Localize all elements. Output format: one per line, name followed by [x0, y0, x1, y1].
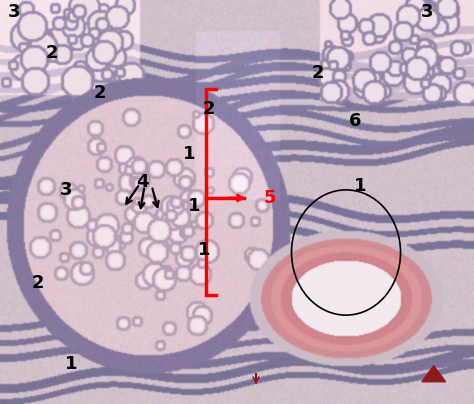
- Text: 1: 1: [198, 242, 210, 259]
- Text: 1: 1: [183, 145, 196, 162]
- Text: 3: 3: [60, 181, 73, 199]
- Text: 1: 1: [65, 355, 77, 372]
- Text: 2: 2: [46, 44, 58, 61]
- Text: 1: 1: [354, 177, 366, 195]
- Text: 2: 2: [202, 100, 215, 118]
- Text: 4: 4: [136, 173, 148, 191]
- Text: 5: 5: [264, 189, 276, 207]
- Text: 3: 3: [8, 3, 20, 21]
- Text: 2: 2: [93, 84, 106, 102]
- Text: 3: 3: [420, 3, 433, 21]
- Text: 2: 2: [32, 274, 44, 292]
- Text: 6: 6: [349, 112, 362, 130]
- Polygon shape: [422, 366, 446, 382]
- Text: 2: 2: [311, 64, 324, 82]
- Text: 1: 1: [188, 197, 201, 215]
